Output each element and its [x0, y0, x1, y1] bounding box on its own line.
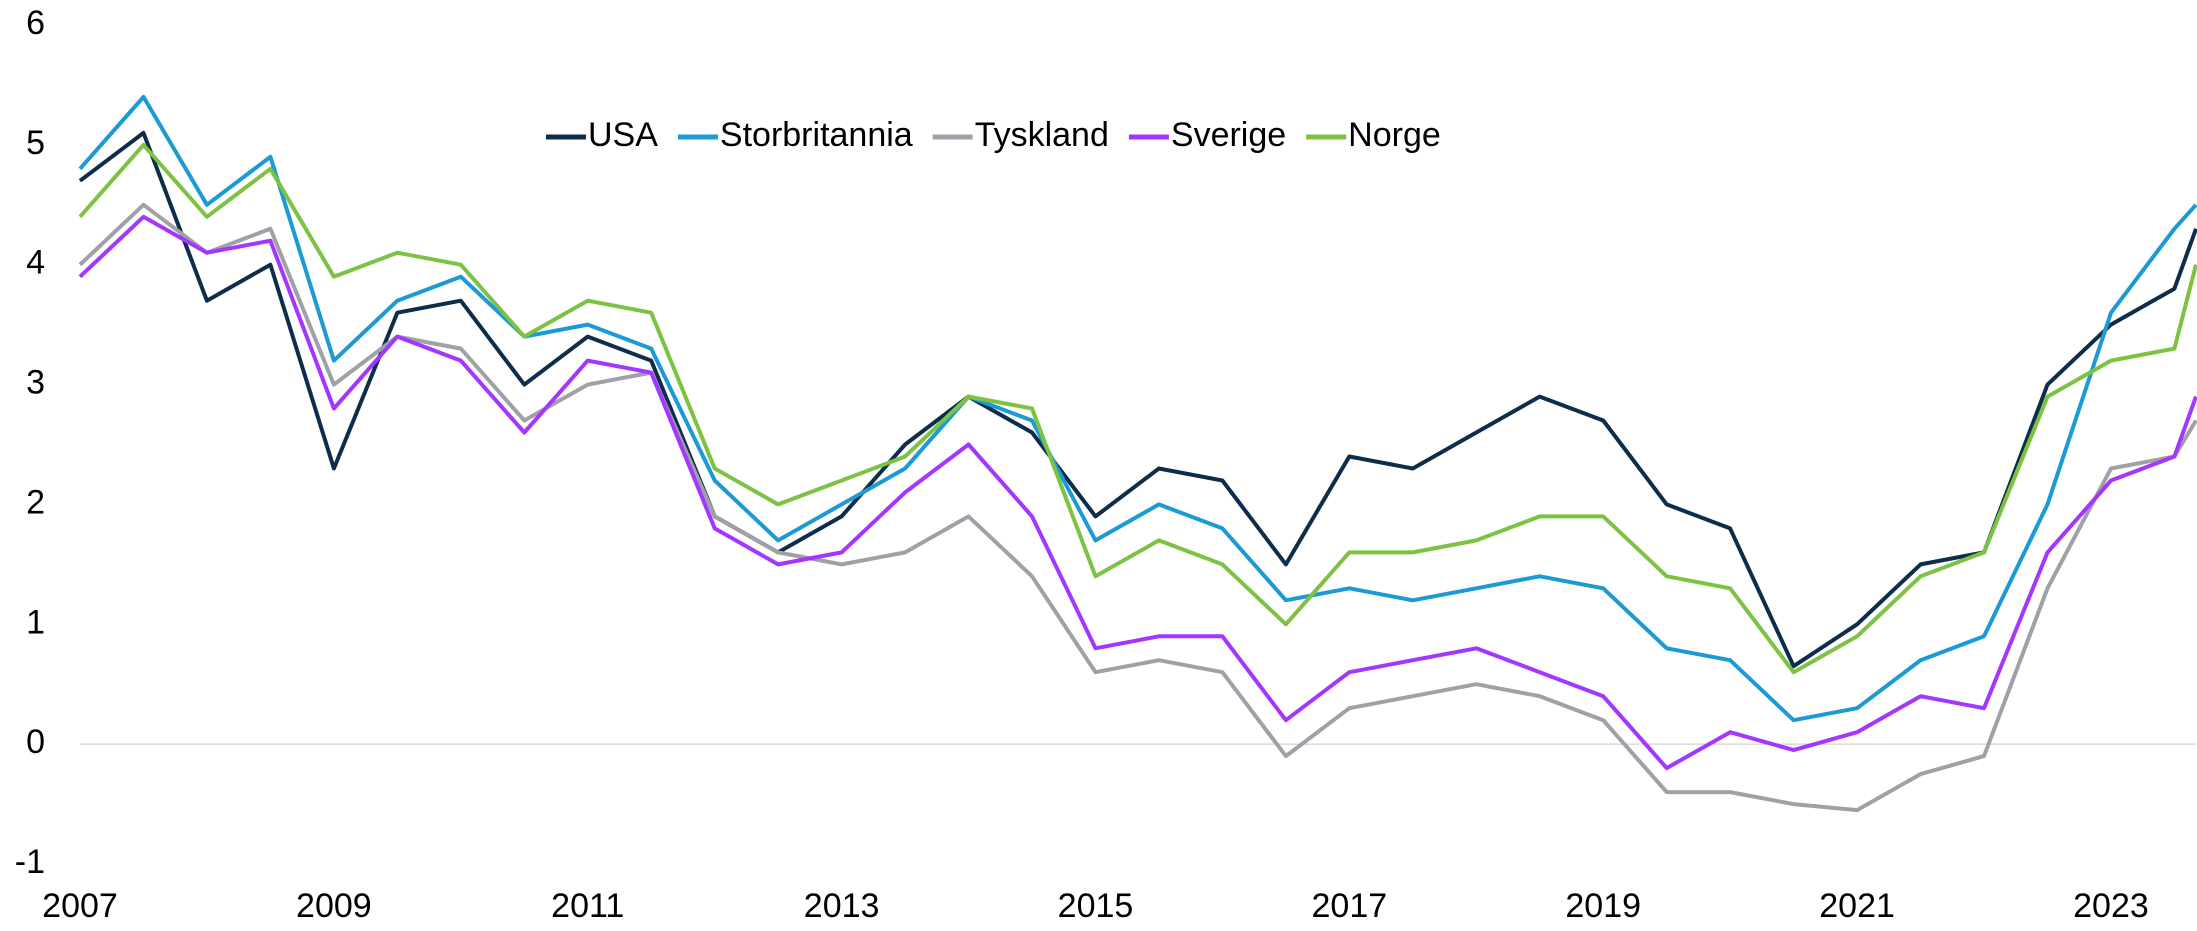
- y-tick-label: 1: [26, 603, 45, 641]
- y-tick-label: 2: [26, 483, 45, 521]
- x-tick-label: 2021: [1819, 887, 1895, 925]
- legend-label: Norge: [1348, 116, 1441, 154]
- series-line: [78, 142, 2197, 675]
- series-line: [78, 214, 2197, 771]
- x-tick-label: 2013: [804, 887, 880, 925]
- legend-label: USA: [588, 116, 658, 154]
- legend-label: Sverige: [1171, 116, 1286, 154]
- y-tick-label: -1: [15, 843, 45, 881]
- legend-label: Storbritannia: [720, 116, 913, 154]
- x-tick-label: 2019: [1565, 887, 1641, 925]
- y-tick-label: 5: [26, 124, 45, 162]
- y-tick-label: 4: [26, 244, 45, 282]
- series-line: [78, 130, 2197, 669]
- y-tick-label: 0: [26, 723, 45, 761]
- legend-label: Tyskland: [975, 116, 1109, 154]
- y-tick-label: 6: [26, 4, 45, 42]
- x-tick-label: 2009: [296, 887, 372, 925]
- series-line: [78, 94, 2197, 723]
- x-tick-label: 2023: [2073, 887, 2149, 925]
- x-tick-label: 2007: [42, 887, 118, 925]
- x-tick-label: 2015: [1058, 887, 1134, 925]
- x-tick-label: 2011: [551, 887, 624, 925]
- y-tick-label: 3: [26, 364, 45, 402]
- series-line: [78, 202, 2197, 813]
- x-tick-label: 2017: [1312, 887, 1388, 925]
